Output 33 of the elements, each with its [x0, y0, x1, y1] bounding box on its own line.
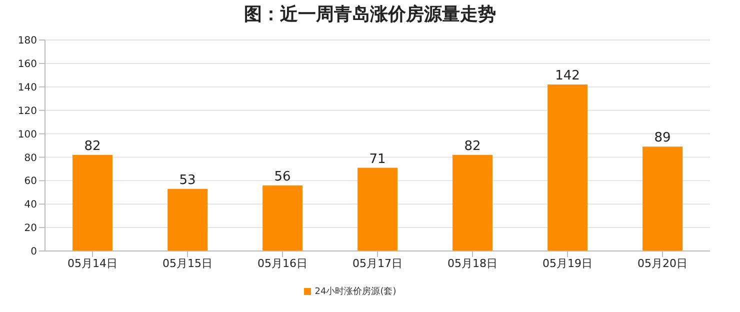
y-tick-label: 140	[18, 82, 37, 94]
y-tick-label: 80	[24, 152, 37, 164]
x-tick-label: 05月17日	[352, 256, 402, 270]
y-tick-label: 120	[18, 106, 37, 117]
data-label: 56	[274, 169, 291, 184]
data-label: 82	[464, 138, 481, 154]
bar	[168, 188, 208, 251]
x-tick-label: 05月20日	[638, 256, 688, 270]
chart-title: 图：近一周青岛涨价房源量走势	[243, 3, 497, 26]
x-tick-label: 05月14日	[68, 256, 118, 270]
bar	[72, 154, 113, 251]
data-label: 142	[555, 68, 580, 84]
y-tick-label: 0	[30, 246, 37, 258]
x-tick-label: 05月19日	[542, 256, 592, 270]
bar	[642, 146, 683, 251]
y-tick-label: 60	[24, 176, 37, 188]
legend-label: 24小时涨价房源(套)	[314, 287, 396, 297]
bar	[358, 168, 398, 251]
x-tick-label: 05月15日	[162, 256, 212, 270]
bar	[452, 154, 493, 251]
y-tick-label: 40	[24, 200, 37, 211]
x-tick-label: 05月16日	[258, 256, 308, 270]
data-label: 89	[654, 130, 671, 146]
y-tick-label: 20	[24, 223, 37, 234]
bar	[548, 84, 588, 251]
data-label: 71	[369, 152, 386, 167]
y-tick-label: 100	[18, 129, 37, 140]
x-tick-label: 05月18日	[448, 256, 498, 270]
data-label: 82	[84, 138, 101, 154]
y-tick-label: 180	[18, 36, 37, 47]
bar	[262, 185, 303, 251]
data-label: 53	[179, 172, 196, 188]
y-tick-label: 160	[18, 58, 37, 70]
